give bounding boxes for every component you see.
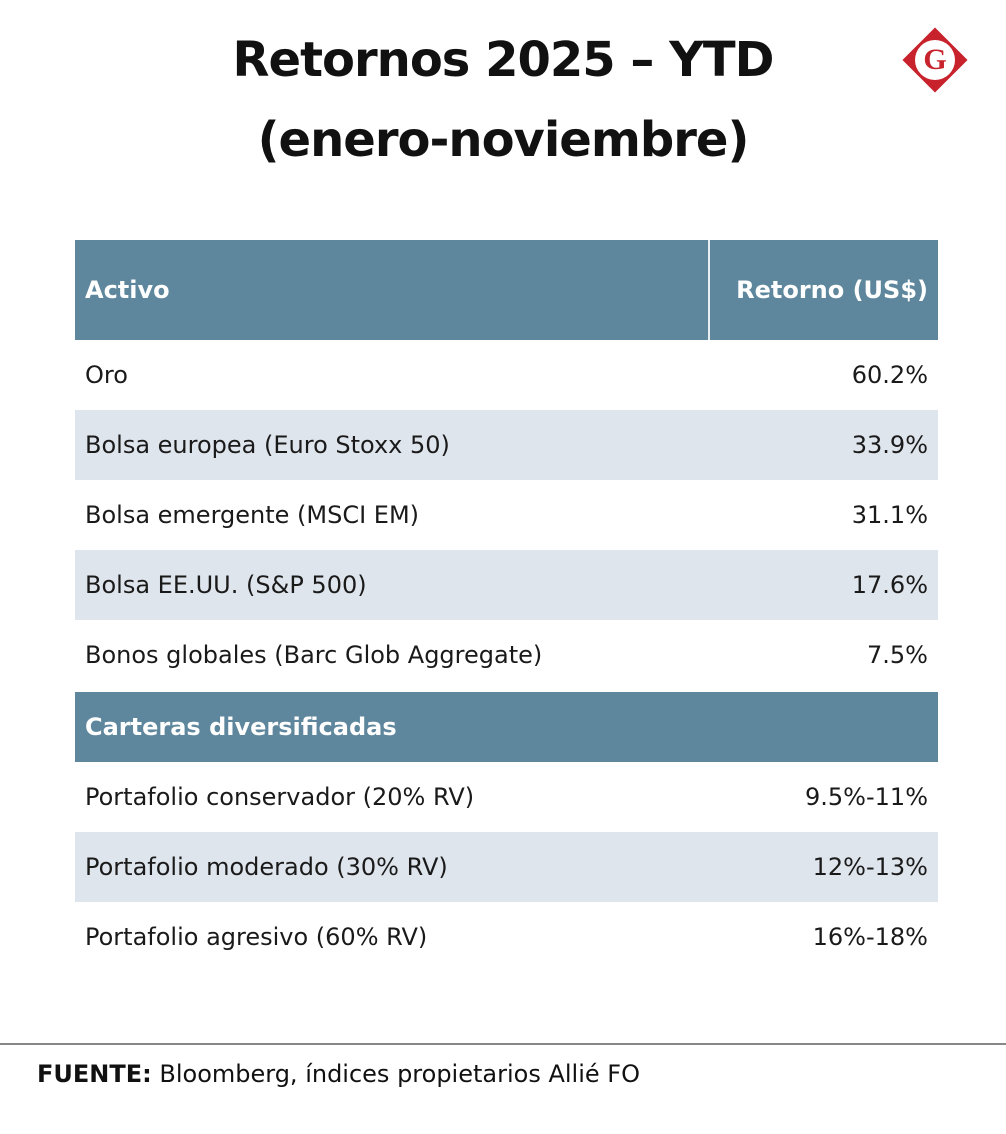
header-row: Activo Retorno (US$): [75, 240, 938, 340]
return-cell: 33.9%: [851, 431, 928, 459]
table-row: Bolsa europea (Euro Stoxx 50) 33.9%: [75, 410, 938, 480]
section-title: Carteras diversificadas: [85, 713, 397, 741]
asset-cell: Bolsa europea (Euro Stoxx 50): [85, 431, 450, 459]
table-row: Portafolio conservador (20% RV) 9.5%-11%: [75, 762, 938, 832]
logo-circle: [915, 40, 955, 80]
return-cell: 7.5%: [867, 641, 928, 669]
table-row: Portafolio agresivo (60% RV) 16%-18%: [75, 902, 938, 972]
section-header: Carteras diversificadas: [75, 692, 938, 762]
footer: FUENTE: Bloomberg, índices propietarios …: [37, 1060, 640, 1088]
table: Activo Retorno (US$) Oro 60.2% Bolsa europ…: [75, 240, 938, 972]
return-cell: 31.1%: [851, 501, 928, 529]
table-row: Bolsa emergente (MSCI EM) 31.1%: [75, 480, 938, 550]
column-header: Retorno (US$): [708, 240, 938, 340]
asset-cell: Portafolio agresivo (60% RV): [85, 923, 428, 951]
rows: Oro 60.2% Bolsa europea (Euro Stoxx 50) 33.…: [75, 340, 938, 690]
return-cell: 17.6%: [851, 571, 928, 599]
title-line: (enero-noviembre): [257, 112, 750, 168]
footer-rule: [0, 1043, 1006, 1045]
logo-letter: G: [923, 43, 946, 76]
title-line: Retornos 2025 – YTD: [232, 32, 775, 88]
table-row: Bolsa EE.UU. (S&P 500) 17.6%: [75, 550, 938, 620]
return-cell: 60.2%: [851, 361, 928, 389]
asset-cell: Bolsa emergente (MSCI EM): [85, 501, 420, 529]
return-cell: 12%-13%: [812, 853, 928, 881]
table-row: Portafolio moderado (30% RV) 12%-13%: [75, 832, 938, 902]
asset-cell: Bolsa EE.UU. (S&P 500): [85, 571, 367, 599]
section-rows: Portafolio conservador (20% RV) 9.5%-11% P…: [75, 762, 938, 972]
asset-cell: Oro: [85, 361, 128, 389]
table-row: Oro 60.2%: [75, 340, 938, 410]
logo: G: [902, 27, 968, 93]
asset-cell: Portafolio moderado (30% RV): [85, 853, 448, 881]
return-cell: 9.5%-11%: [805, 783, 928, 811]
footer-text: Bloomberg, índices propietarios Allié FO: [159, 1060, 640, 1088]
asset-cell: Portafolio conservador (20% RV): [85, 783, 475, 811]
column-header: Activo: [85, 276, 170, 304]
return-cell: 16%-18%: [812, 923, 928, 951]
table-row: Bonos globales (Barc Glob Aggregate) 7.5%: [75, 620, 938, 690]
footer-label: FUENTE:: [37, 1060, 152, 1088]
asset-cell: Bonos globales (Barc Glob Aggregate): [85, 641, 543, 669]
